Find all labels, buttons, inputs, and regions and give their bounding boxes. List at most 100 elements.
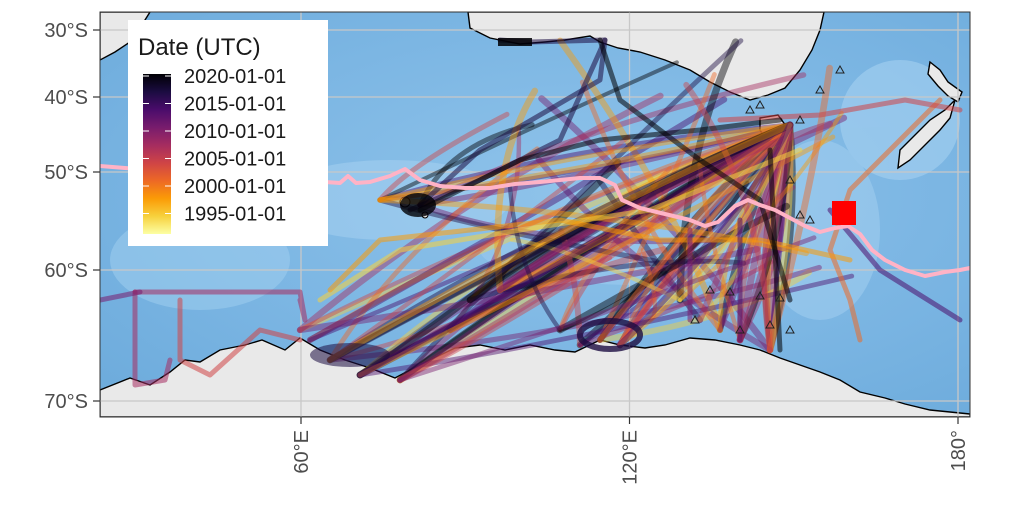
ship-track bbox=[767, 122, 793, 353]
ship-track bbox=[100, 289, 143, 303]
track-point-marker bbox=[815, 84, 825, 94]
ship-track bbox=[357, 122, 793, 378]
track-point-marker bbox=[835, 64, 845, 74]
ship-track bbox=[677, 110, 844, 303]
ship-track bbox=[326, 121, 794, 364]
ship-track bbox=[377, 111, 510, 203]
ship-track bbox=[497, 266, 599, 293]
ship-track bbox=[494, 87, 539, 294]
track-point-marker bbox=[795, 114, 805, 124]
ship-track bbox=[597, 122, 793, 343]
ship-track bbox=[446, 121, 794, 334]
y-tick-label: 30°S bbox=[44, 20, 88, 42]
ship-track bbox=[356, 246, 668, 379]
ship-track bbox=[597, 269, 812, 343]
x-axis: 60°E 120°E 180° bbox=[291, 417, 970, 485]
ship-track bbox=[676, 38, 740, 304]
ship-track bbox=[616, 121, 794, 349]
ship-track bbox=[397, 122, 793, 383]
ship-track bbox=[357, 122, 793, 378]
ship-track bbox=[326, 121, 794, 364]
ship-track bbox=[297, 122, 793, 333]
ship-track bbox=[510, 237, 683, 303]
ship-track bbox=[617, 122, 793, 348]
ship-track bbox=[467, 258, 747, 303]
ship-track bbox=[317, 147, 803, 303]
ship-track bbox=[396, 121, 794, 384]
y-axis: 30°S 40°S 50°S 60°S 70°S bbox=[44, 20, 100, 413]
panel-border bbox=[99, 11, 971, 418]
ship-track bbox=[466, 121, 794, 304]
ship-track bbox=[397, 122, 793, 383]
ship-track bbox=[397, 235, 817, 383]
ship-track bbox=[736, 121, 794, 344]
ship-track bbox=[497, 122, 793, 293]
track-point-marker bbox=[755, 99, 765, 109]
ship-track bbox=[327, 217, 853, 293]
ship-track bbox=[306, 96, 728, 344]
ship-track bbox=[327, 146, 540, 363]
ship-track bbox=[507, 184, 563, 333]
ship-track bbox=[557, 180, 750, 333]
ship-track bbox=[296, 92, 664, 334]
legend-label: 2020-01-01 bbox=[184, 66, 286, 88]
ship-track bbox=[557, 166, 672, 333]
track-point-marker bbox=[690, 314, 700, 324]
ship-track bbox=[327, 134, 631, 363]
track-point-marker bbox=[735, 324, 745, 334]
ship-track bbox=[717, 122, 793, 333]
ship-track bbox=[417, 117, 783, 213]
ship-track bbox=[396, 121, 794, 384]
ship-track bbox=[467, 122, 793, 303]
ship-track bbox=[616, 190, 762, 349]
ship-track bbox=[827, 97, 943, 343]
x-tick-label: 120°E bbox=[620, 430, 642, 485]
track-point-marker bbox=[745, 104, 755, 114]
ship-track bbox=[177, 297, 303, 378]
ship-track bbox=[497, 237, 585, 293]
ship-track bbox=[417, 122, 793, 208]
ship-track bbox=[356, 121, 794, 379]
ship-track bbox=[466, 121, 794, 304]
station-marker bbox=[832, 201, 856, 225]
ship-track bbox=[397, 122, 793, 383]
legend-label: 2000-01-01 bbox=[184, 176, 286, 198]
legend-label: 1995-01-01 bbox=[184, 204, 286, 226]
ship-track bbox=[597, 122, 793, 343]
ship-track bbox=[356, 159, 622, 379]
ship-track bbox=[396, 121, 794, 384]
ship-track bbox=[357, 122, 793, 378]
ship-track bbox=[696, 121, 794, 324]
ship-track bbox=[640, 247, 657, 323]
track-point-marker bbox=[785, 174, 795, 184]
ship-track bbox=[617, 122, 793, 348]
x-tick-label: 180° bbox=[948, 430, 970, 471]
ship-track bbox=[556, 202, 790, 334]
track-point-marker bbox=[755, 290, 765, 300]
ship-track bbox=[377, 122, 793, 203]
ship-track bbox=[132, 289, 173, 388]
ship-track bbox=[717, 97, 963, 123]
ship-track bbox=[397, 38, 744, 383]
track-point-marker bbox=[765, 319, 775, 329]
legend-label: 2015-01-01 bbox=[184, 94, 286, 116]
ship-track bbox=[496, 120, 834, 294]
track-cluster bbox=[310, 343, 390, 367]
legend: Date (UTC) 2020-01-01 2015-01-01 2010-01-0… bbox=[128, 20, 328, 246]
ship-track bbox=[327, 122, 793, 363]
y-tick-label: 40°S bbox=[44, 87, 88, 109]
ship-track bbox=[417, 72, 807, 208]
ship-track bbox=[396, 156, 742, 384]
y-tick-label: 60°S bbox=[44, 260, 88, 282]
ship-track bbox=[307, 122, 793, 343]
track-cluster bbox=[577, 318, 643, 352]
ship-track bbox=[579, 79, 723, 333]
legend-gradient-bar bbox=[143, 74, 171, 234]
track-point-marker bbox=[785, 324, 795, 334]
ship-track bbox=[827, 207, 963, 323]
ship-track bbox=[377, 122, 793, 203]
ship-track bbox=[767, 147, 783, 353]
ship-track bbox=[357, 170, 667, 378]
ship-track bbox=[683, 81, 773, 353]
ship-track bbox=[132, 289, 308, 323]
